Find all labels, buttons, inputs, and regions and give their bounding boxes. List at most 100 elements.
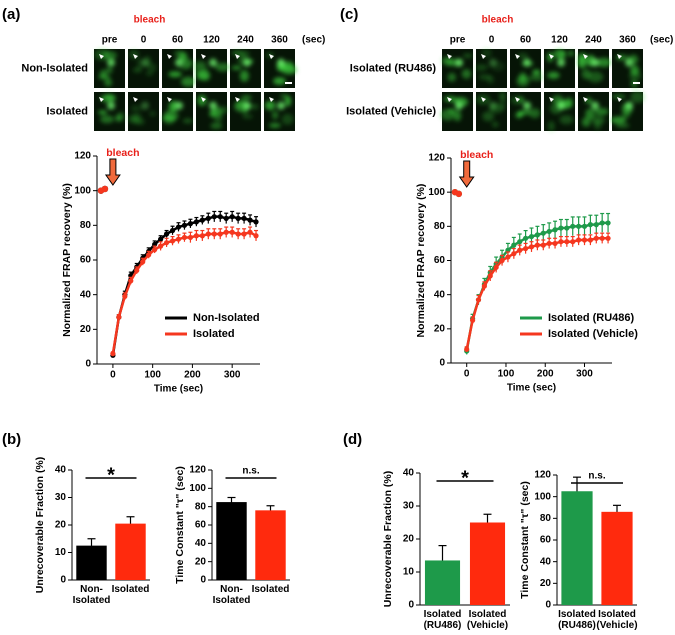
y-tick-label: 40 [55, 465, 67, 476]
data-point [511, 242, 517, 248]
x-tick-label: Isolated (Vehicle) [596, 609, 638, 631]
data-point [534, 242, 540, 248]
fluorescence [174, 50, 184, 58]
annotation: bleach [106, 147, 139, 159]
panel-label: (b) [2, 431, 21, 448]
data-point [493, 264, 499, 270]
y-tick-label: 100 [428, 187, 445, 198]
data-point [223, 215, 229, 221]
micrograph [162, 49, 196, 88]
x-tick-label: Isolated [111, 584, 150, 595]
fluorescence [215, 62, 231, 72]
x-tick-label: Non-Isolated [212, 584, 251, 606]
spine [243, 101, 252, 110]
data-point [116, 314, 122, 320]
y-tick-label: 0 [439, 358, 445, 369]
arrowhead [269, 54, 274, 59]
x-tick-label: 100 [498, 369, 515, 380]
x-tick-label: 0 [464, 369, 470, 380]
x-tick-label: 100 [144, 370, 161, 381]
spine [557, 101, 566, 110]
fluorescence [585, 108, 595, 120]
data-point [205, 231, 211, 237]
spine [209, 101, 218, 110]
fluorescence [553, 49, 566, 59]
y-axis-label: Time Constant "τ" (sec) [174, 466, 186, 584]
micrograph-signal [475, 48, 505, 84]
data-point [534, 232, 540, 238]
fluorescence [447, 72, 457, 82]
y-tick-label: 100 [534, 491, 551, 502]
y-tick-label: 0 [85, 359, 91, 370]
fluorescence [491, 121, 499, 128]
fluorescence [197, 94, 207, 107]
fluorescence [201, 76, 210, 81]
data-point [540, 242, 546, 248]
data-point [199, 233, 205, 239]
fluorescence [100, 115, 114, 124]
legend-label: Isolated (Vehicle) [548, 328, 638, 340]
spine [175, 58, 184, 67]
fluorescence [193, 64, 208, 76]
y-tick-label: 10 [55, 547, 67, 558]
y-axis-label: Unrecoverable Fraction (%) [34, 457, 46, 594]
fluorescence [281, 113, 294, 125]
data-point [181, 222, 188, 228]
y-tick-label: 20 [55, 520, 67, 531]
fluorescence [518, 72, 527, 83]
y-axis-label: Unrecoverable Fraction (%) [382, 471, 394, 608]
spine [277, 101, 286, 110]
data-point [187, 234, 194, 241]
y-tick-label: 120 [189, 465, 206, 476]
micrograph [475, 91, 507, 131]
data-point [605, 220, 611, 226]
fluorescence [528, 74, 544, 81]
data-point [235, 215, 241, 221]
fluorescence [453, 109, 462, 122]
legend-label: Isolated [193, 328, 235, 340]
spine [243, 58, 252, 67]
data-point [175, 236, 182, 242]
micrograph [441, 49, 473, 88]
micrograph [230, 92, 261, 131]
y-tick-label: 60 [195, 520, 207, 531]
data-point [528, 244, 535, 250]
fluorescence [239, 70, 250, 82]
y-tick-label: 20 [540, 578, 552, 589]
bar [601, 511, 633, 605]
time-label: 360 [619, 35, 636, 46]
x-tick-label: 300 [576, 369, 593, 380]
data-point [247, 229, 253, 235]
y-tick-label: 30 [403, 501, 415, 512]
data-point [146, 252, 152, 258]
spine [557, 58, 566, 67]
x-tick-label: Isolated (RU486) [423, 609, 462, 631]
fluorescence [280, 93, 289, 99]
data-point [540, 230, 546, 236]
arrowhead [201, 97, 206, 102]
x-tick-label: Isolated (RU486) [558, 609, 596, 631]
y-tick-label: 40 [540, 556, 552, 567]
fluorescence [517, 97, 525, 103]
y-tick-label: 20 [434, 323, 446, 334]
y-tick-label: 40 [403, 468, 415, 479]
y-tick-label: 20 [80, 324, 92, 335]
data-point [253, 233, 259, 239]
pre-point [455, 190, 463, 198]
bar [424, 560, 461, 605]
data-point [229, 214, 235, 220]
data-point [110, 351, 116, 357]
fluorescence [499, 99, 506, 110]
fluorescence [180, 76, 196, 87]
data-point [134, 267, 140, 273]
arrowhead [167, 97, 172, 102]
fluorescence [630, 91, 645, 103]
legend-label: Isolated (RU486) [548, 312, 635, 324]
data-point [163, 231, 170, 237]
data-point [523, 245, 529, 252]
micrograph [196, 92, 229, 131]
fluorescence [478, 74, 492, 80]
data-point [517, 239, 523, 245]
fluorescence [577, 57, 587, 69]
